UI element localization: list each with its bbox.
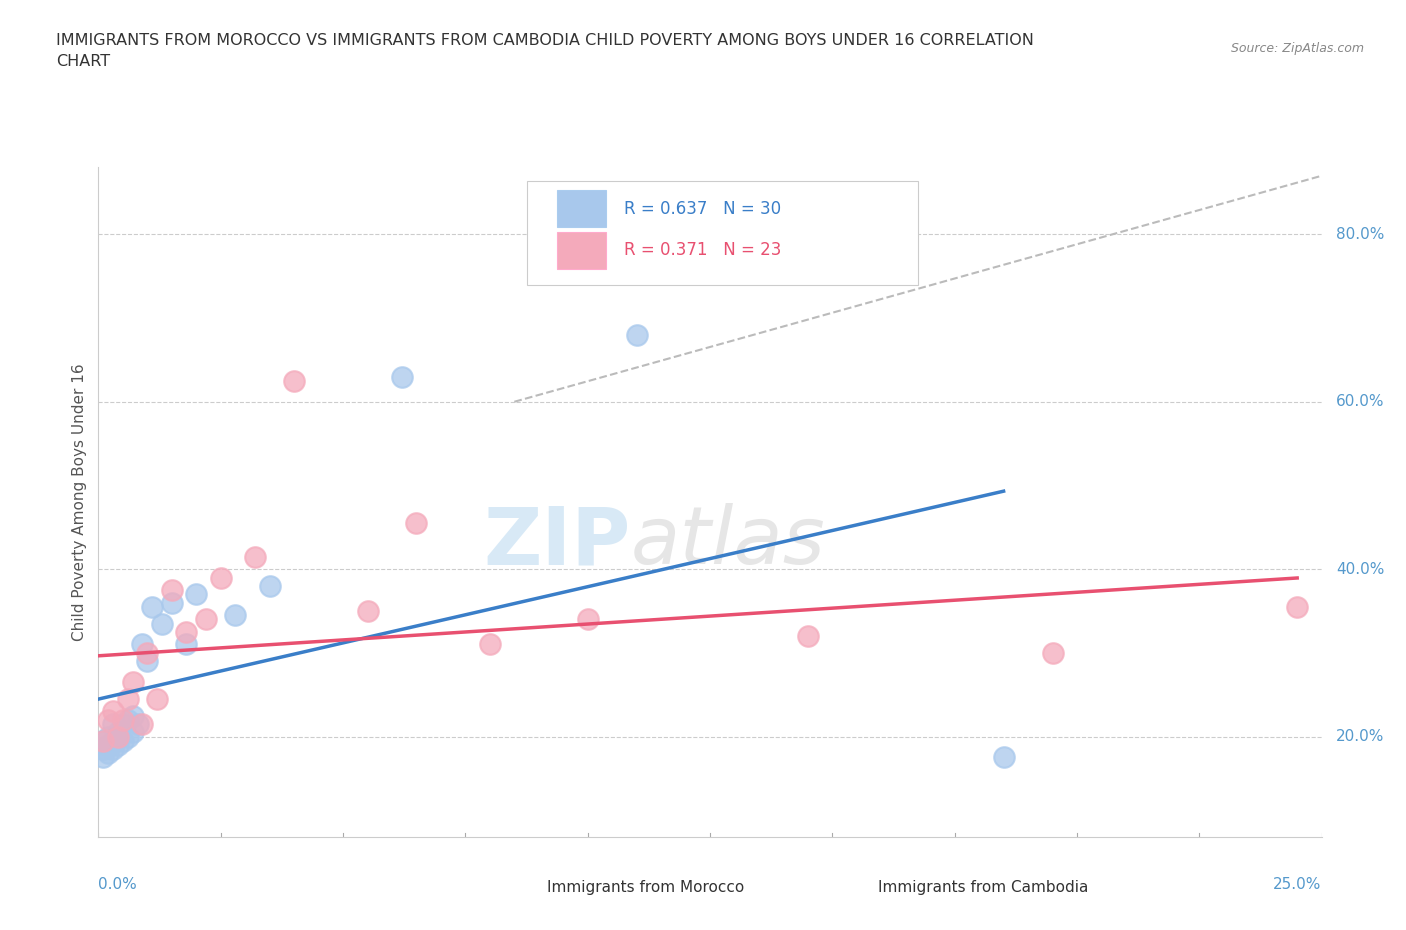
Point (117, 692, 139, 707)
Point (91, 742, 114, 757)
Point (127, 717, 149, 732)
Text: atlas: atlas (630, 503, 825, 581)
Text: 20.0%: 20.0% (1336, 729, 1385, 744)
Text: 80.0%: 80.0% (1336, 227, 1385, 242)
Point (91, 733, 114, 748)
Point (176, 637, 198, 652)
Point (91, 733, 114, 748)
Point (121, 709, 143, 724)
Point (117, 712, 139, 727)
Point (797, 629, 820, 644)
Point (97, 746, 120, 761)
Point (111, 712, 134, 727)
FancyBboxPatch shape (526, 180, 918, 285)
Text: IMMIGRANTS FROM MOROCCO VS IMMIGRANTS FROM CAMBODIA CHILD POVERTY AMONG BOYS UND: IMMIGRANTS FROM MOROCCO VS IMMIGRANTS FR… (56, 33, 1035, 47)
Point (97, 712, 120, 727)
Point (121, 725, 143, 740)
Point (195, 612, 218, 627)
Point (131, 637, 153, 652)
Point (101, 717, 124, 732)
Point (243, 549, 266, 564)
Text: 25.0%: 25.0% (1274, 877, 1322, 892)
Text: Immigrants from Cambodia: Immigrants from Cambodia (877, 880, 1088, 895)
Text: Source: ZipAtlas.com: Source: ZipAtlas.com (1230, 42, 1364, 55)
Bar (557, 191, 606, 227)
Point (176, 625, 198, 640)
Point (146, 692, 169, 707)
Point (111, 733, 134, 748)
Text: CHART: CHART (56, 54, 110, 69)
Point (224, 608, 246, 623)
Point (993, 750, 1015, 764)
Point (209, 570, 232, 585)
Point (1286, 600, 1309, 615)
Text: R = 0.637   N = 30: R = 0.637 N = 30 (624, 200, 782, 218)
Point (283, 374, 305, 389)
Bar (832, 874, 863, 900)
Y-axis label: Child Poverty Among Boys Under 16: Child Poverty Among Boys Under 16 (72, 364, 87, 641)
Point (107, 737, 129, 752)
Point (107, 725, 129, 740)
Point (576, 612, 599, 627)
Point (91, 750, 114, 764)
Text: R = 0.371   N = 23: R = 0.371 N = 23 (624, 242, 782, 259)
Point (160, 595, 183, 610)
Text: 0.0%: 0.0% (98, 877, 138, 892)
Point (405, 515, 427, 530)
Point (131, 717, 153, 732)
Point (160, 582, 183, 598)
Text: 60.0%: 60.0% (1336, 394, 1385, 409)
Point (111, 717, 134, 732)
Point (356, 604, 378, 618)
Point (101, 704, 124, 719)
Point (259, 578, 281, 593)
Point (101, 733, 124, 748)
Bar (502, 874, 533, 900)
Point (150, 616, 173, 631)
Point (101, 742, 124, 757)
Point (136, 654, 159, 669)
Point (626, 327, 648, 342)
Point (391, 369, 413, 384)
Point (478, 637, 501, 652)
Point (1042, 645, 1064, 660)
Point (136, 645, 159, 660)
Text: ZIP: ZIP (484, 503, 630, 581)
Point (186, 587, 208, 602)
Point (97, 737, 120, 752)
Text: Immigrants from Morocco: Immigrants from Morocco (547, 880, 745, 895)
Point (141, 600, 163, 615)
Point (117, 729, 139, 744)
Text: 40.0%: 40.0% (1336, 562, 1385, 577)
Point (97, 729, 120, 744)
Bar (557, 232, 606, 269)
Point (107, 729, 129, 744)
Point (121, 675, 143, 690)
